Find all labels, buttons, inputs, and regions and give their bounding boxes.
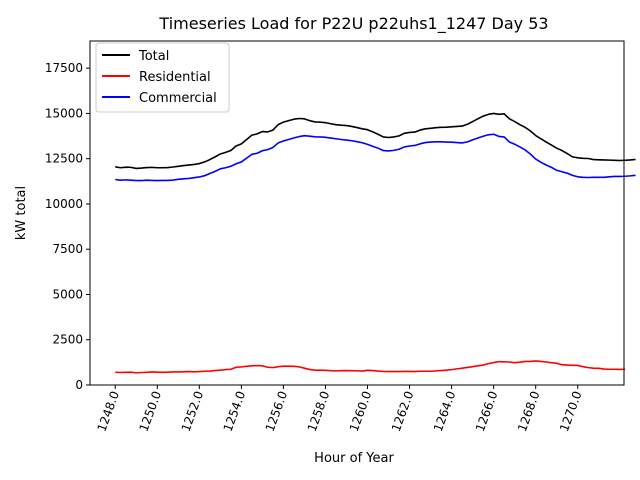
series-line-commercial	[115, 133, 636, 182]
y-tick-label: 7500	[52, 242, 83, 256]
y-tick-label: 0	[75, 378, 83, 392]
series-line-residential	[115, 360, 626, 374]
y-tick-label: 17500	[45, 61, 83, 75]
y-tick-label: 5000	[52, 287, 83, 301]
series-lines	[115, 112, 636, 374]
y-axis-label: kW total	[14, 186, 29, 240]
plot-area	[89, 40, 636, 386]
y-tick-label: 2500	[52, 333, 83, 347]
legend-box	[95, 42, 230, 113]
x-axis-label: Hour of Year	[314, 451, 394, 466]
series-line-total	[115, 112, 636, 170]
y-tick-label: 15000	[45, 106, 83, 120]
axes-frame	[89, 40, 625, 386]
legend: Total Residential Commercial	[95, 42, 230, 113]
y-axis: 0 2500 5000 7500 10000 12500 15000 17500	[45, 61, 90, 392]
legend-label-commercial: Commercial	[139, 91, 217, 106]
y-tick-label: 10000	[45, 197, 83, 211]
legend-label-total: Total	[138, 49, 169, 64]
chart-title: Timeseries Load for P22U p22uhs1_1247 Da…	[158, 14, 548, 34]
y-tick-label: 12500	[45, 152, 83, 166]
legend-label-residential: Residential	[139, 70, 211, 85]
